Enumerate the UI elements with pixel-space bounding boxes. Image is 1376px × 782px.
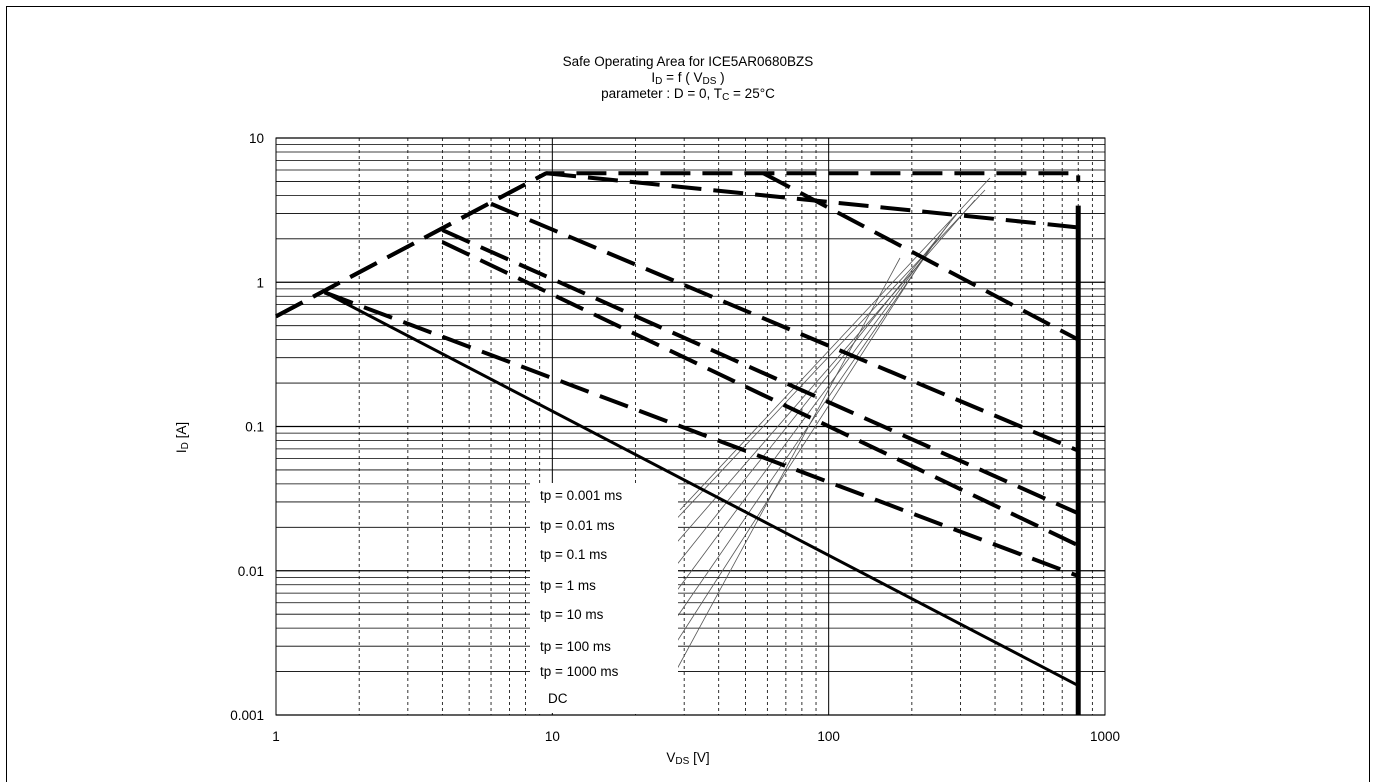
legend-label: tp = 0.001 ms <box>540 488 622 503</box>
y-tick-label: 0.001 <box>230 708 264 723</box>
y-tick-label: 1 <box>256 275 264 290</box>
y-tick-label: 10 <box>249 131 264 146</box>
title-line-3: parameter : D = 0, TC = 25°C <box>601 86 775 103</box>
series-line-6 <box>441 240 1080 548</box>
legend-label: tp = 1000 ms <box>540 664 619 679</box>
x-axis-label: VDS [V] <box>666 750 710 767</box>
chart-title: Safe Operating Area for ICE5AR0680BZS ID… <box>0 54 1376 103</box>
series-line-7 <box>323 290 1079 578</box>
legend-background <box>530 483 678 713</box>
chart-frame <box>6 6 1370 782</box>
legend-label: tp = 1 ms <box>540 578 596 593</box>
series-line-0 <box>275 171 1081 319</box>
legend-label: tp = 10 ms <box>540 607 604 622</box>
series-line-1 <box>275 171 548 319</box>
legend-leader-line <box>664 199 976 557</box>
legend-label: DC <box>548 691 568 706</box>
plot-area-border <box>275 137 1106 716</box>
title-line-2: ID = f ( VDS ) <box>651 70 725 87</box>
x-tick-label: 100 <box>817 729 840 744</box>
legend-label: tp = 100 ms <box>540 639 611 654</box>
x-tick-label: 1000 <box>1090 729 1120 744</box>
series-line-8 <box>323 291 1079 687</box>
legend-label: tp = 0.1 ms <box>540 547 607 562</box>
legend-leader-line <box>669 257 901 683</box>
legend-leader-line <box>665 234 941 634</box>
series-line-4 <box>490 201 1079 453</box>
y-tick-label: 0.01 <box>238 564 264 579</box>
x-tick-label: 1 <box>272 729 280 744</box>
legend-leader-line <box>679 177 991 511</box>
x-tick-label: 10 <box>545 729 560 744</box>
title-line-1: Safe Operating Area for ICE5AR0680BZS <box>562 54 814 69</box>
y-tick-label: 0.1 <box>245 420 264 435</box>
series-line-3 <box>762 171 1080 342</box>
legend-label: tp = 0.01 ms <box>540 518 615 533</box>
series-line-5 <box>441 228 1080 516</box>
legend-leader-line <box>666 247 931 658</box>
